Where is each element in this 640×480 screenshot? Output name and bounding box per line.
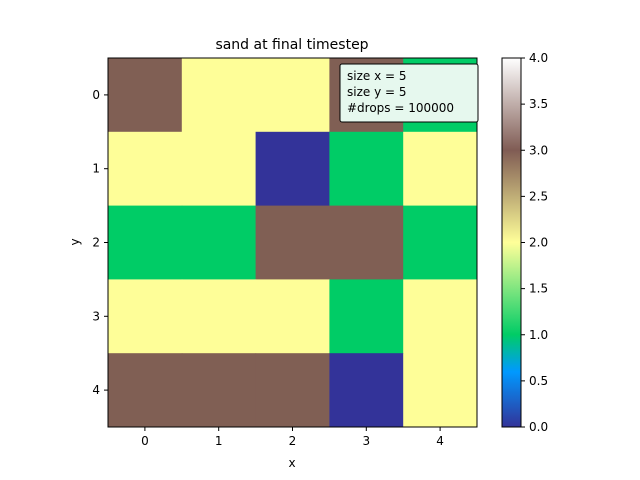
heatmap-cell-r2-c4	[403, 205, 478, 280]
heatmap-cell-r1-c0	[108, 131, 183, 207]
x-tick-label: 1	[215, 434, 223, 448]
y-axis-ticks: 0 1 2 3 4	[92, 88, 108, 397]
heatmap-cell-r3-c4	[403, 279, 478, 354]
heatmap-cell-r4-c2	[255, 353, 330, 428]
colorbar-tick-label: 1.0	[529, 328, 548, 342]
heatmap-cell-r2-c3	[329, 205, 404, 280]
annotation-line-size-y: size y = 5	[347, 85, 407, 99]
y-tick-label: 2	[92, 236, 100, 250]
heatmap-cell-r2-c0	[108, 205, 183, 280]
x-tick-label: 0	[141, 434, 149, 448]
y-axis-label: y	[68, 238, 82, 245]
annotation-line-size-x: size x = 5	[347, 69, 407, 83]
heatmap-cell-r4-c3	[329, 353, 404, 428]
x-axis-ticks: 0 1 2 3 4	[141, 427, 444, 448]
colorbar-tick-label: 3.5	[529, 97, 548, 111]
heatmap-cell-r0-c1	[181, 58, 257, 133]
heatmap-cell-r4-c1	[181, 353, 257, 428]
colorbar-tick-label: 4.0	[529, 51, 548, 65]
heatmap-cell-r3-c3	[329, 279, 404, 354]
heatmap-cell-r0-c0	[108, 58, 183, 133]
colorbar-tick-label: 3.0	[529, 143, 548, 157]
x-tick-label: 3	[362, 434, 370, 448]
heatmap-cell-r0-c2	[255, 58, 330, 133]
y-tick-label: 0	[92, 88, 100, 102]
heatmap-cell-r4-c0	[108, 353, 183, 428]
colorbar-tick-label: 2.5	[529, 189, 548, 203]
heatmap-cell-r1-c4	[403, 131, 478, 207]
heatmap-cell-r1-c1	[181, 131, 257, 207]
colorbar-tick-label: 0.0	[529, 420, 548, 434]
chart-title: sand at final timestep	[215, 37, 368, 53]
heatmap-cell-r2-c1	[181, 205, 257, 280]
colorbar-tick-label: 0.5	[529, 374, 548, 388]
heatmap-cell-r1-c2	[255, 131, 330, 207]
x-axis-label: x	[288, 456, 295, 470]
x-tick-label: 4	[436, 434, 444, 448]
colorbar-tick-label: 1.5	[529, 282, 548, 296]
heatmap-cell-r3-c0	[108, 279, 183, 354]
colorbar-tick-label: 2.0	[529, 236, 548, 250]
annotation-line-drops: #drops = 100000	[347, 101, 454, 115]
colorbar-ticks: 0.0 0.5 1.0 1.5 2.0 2.5 3.0 3.5 4.0	[521, 51, 548, 434]
x-tick-label: 2	[289, 434, 297, 448]
y-tick-label: 3	[92, 309, 100, 323]
y-tick-label: 1	[92, 162, 100, 176]
heatmap-cell-r3-c1	[181, 279, 257, 354]
colorbar	[501, 57, 522, 428]
heatmap-cell-r1-c3	[329, 131, 404, 207]
annotation-box: size x = 5 size y = 5 #drops = 100000	[339, 63, 479, 123]
heatmap-cell-r4-c4	[403, 353, 478, 428]
heatmap-cell-r2-c2	[255, 205, 330, 280]
y-tick-label: 4	[92, 383, 100, 397]
heatmap-cell-r3-c2	[255, 279, 330, 354]
